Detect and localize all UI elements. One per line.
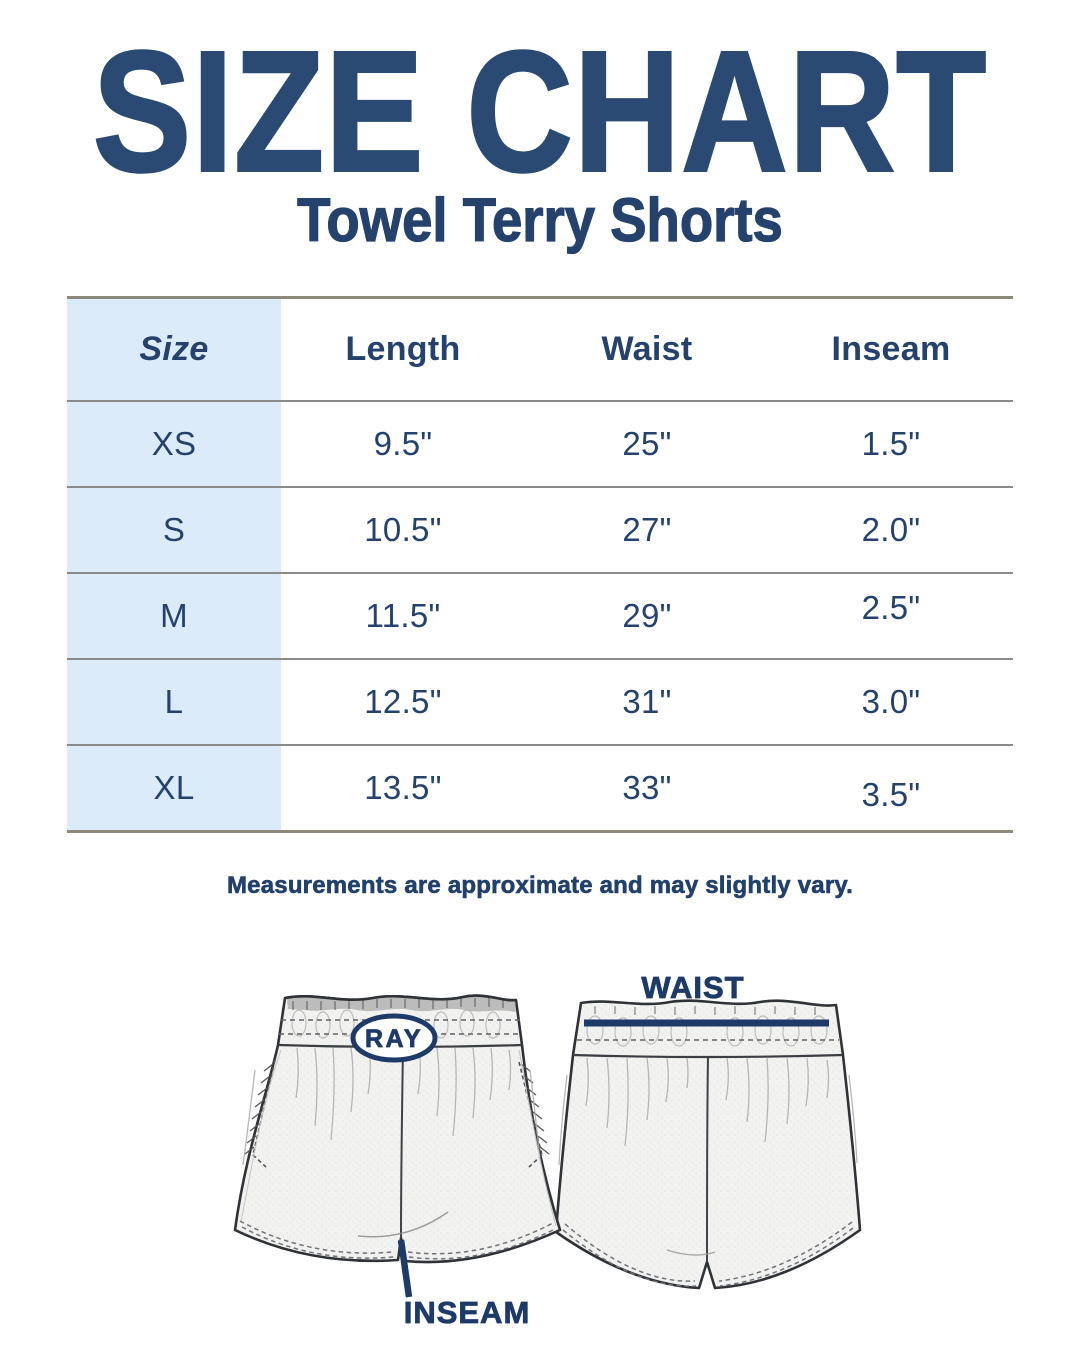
table-row-m: M 11.5" 29" 2.5" <box>67 573 1013 660</box>
size-table: Size Length Waist Inseam XS 9.5" 25" 1.5" S 10.5… <box>67 296 1013 833</box>
value-cell: 33" <box>622 769 672 806</box>
front-elastic-ticks <box>292 998 504 1010</box>
value-cell: 2.0" <box>769 487 1013 574</box>
back-center-seam <box>706 1056 709 1263</box>
page-subtitle: Towel Terry Shorts <box>297 185 784 255</box>
column-header-inseam: Inseam <box>769 297 1013 402</box>
value-cell: 9.5" <box>281 401 525 488</box>
size-table-body: XS 9.5" 25" 1.5" S 10.5" 27" 2.0" M 11.5" 29" 2.5" L… <box>67 401 1013 832</box>
back-waistband-seam <box>572 1053 844 1059</box>
value-cell: 25" <box>525 401 769 488</box>
front-waistband-gathering <box>291 1009 501 1039</box>
inseam-pointer-line <box>397 1239 413 1298</box>
front-waistband-top-edge <box>284 994 517 1002</box>
back-waistband-ticks <box>594 1006 816 1015</box>
front-elastic-strip <box>287 994 516 1012</box>
column-header-length: Length <box>281 297 525 402</box>
value-cell: 2.5" <box>769 573 1013 660</box>
table-row-xs: XS 9.5" 25" 1.5" <box>67 401 1013 488</box>
size-cell: XS <box>67 401 281 488</box>
measurement-note: Measurements are approximate and may sli… <box>226 872 853 900</box>
value-cell: 31" <box>525 659 769 746</box>
back-waistband-gathering <box>586 1015 828 1047</box>
value-cell: 3.5" <box>861 776 921 813</box>
value-cell: 12.5" <box>281 659 525 746</box>
page-title: SIZE CHART <box>92 15 988 208</box>
shorts-back-view <box>554 999 862 1290</box>
size-cell: M <box>67 573 281 660</box>
size-table-head-row: Size Length Waist Inseam <box>67 297 1013 402</box>
table-row-xl: XL 13.5" 33" 3.5" <box>67 745 1013 832</box>
column-header-size: Size <box>67 297 281 402</box>
table-row-s: S 10.5" 27" 2.0" <box>67 487 1013 574</box>
shorts-front-view: RAY <box>233 994 562 1264</box>
size-cell: XL <box>67 745 281 832</box>
size-cell: S <box>67 487 281 574</box>
badge-label: RAY <box>365 1025 423 1053</box>
front-hem-stitching <box>239 1220 556 1260</box>
value-cell: 11.5" <box>281 573 525 660</box>
shorts-diagram: RAY WAIST INSEAM <box>215 950 885 1340</box>
back-body-wrinkles <box>558 1057 858 1256</box>
back-hem-stitching <box>562 1221 854 1287</box>
inseam-label: INSEAM <box>404 1295 531 1330</box>
front-side-seam-lines <box>240 1049 557 1227</box>
column-header-waist: Waist <box>525 297 769 402</box>
value-cell: 29" <box>525 573 769 660</box>
size-cell: L <box>67 659 281 746</box>
value-cell: 1.5" <box>769 401 1013 488</box>
value-cell: 13.5" <box>364 769 442 806</box>
size-table-head: Size Length Waist Inseam <box>67 297 1013 402</box>
value-cell: 3.0" <box>769 659 1013 746</box>
value-cell: 27" <box>525 487 769 574</box>
shorts-illustration: RAY WAIST INSEAM <box>233 970 862 1330</box>
front-left-pocket <box>244 1059 276 1168</box>
table-row-l: L 12.5" 31" 3.0" <box>67 659 1013 746</box>
front-center-seam <box>400 1046 404 1239</box>
ray-logo-badge: RAY <box>350 1013 438 1063</box>
front-body-wrinkles <box>242 1047 541 1238</box>
waist-label: WAIST <box>641 970 744 1005</box>
value-cell: 10.5" <box>281 487 525 574</box>
